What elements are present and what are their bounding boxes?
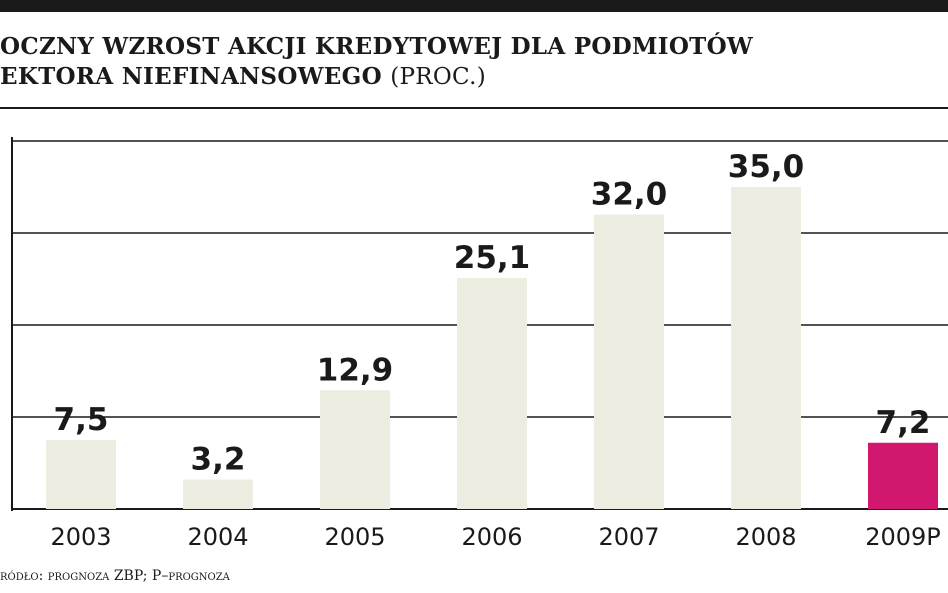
data-label-2007: 32,0 (591, 177, 668, 213)
data-label-2009P: 7,2 (876, 405, 931, 441)
data-label-2005: 12,9 (317, 352, 394, 388)
bar-2006 (457, 278, 527, 509)
data-label-2006: 25,1 (454, 240, 531, 276)
x-tick-layer: 2003 2004 2005 2006 2007 2008 2009P (50, 523, 940, 551)
title-rule (0, 107, 948, 109)
bar-2003 (46, 440, 116, 509)
data-label-2004: 3,2 (191, 442, 246, 478)
source-note: ródło: prognoza ZBP; P–prognoza (0, 568, 230, 584)
data-label-2008: 35,0 (728, 149, 805, 185)
x-tick-label-2008: 2008 (735, 523, 796, 551)
chart-title: OCZNY WZROST AKCJI KREDYTOWEJ DLA PODMIO… (0, 32, 948, 92)
chart-title-unit: (PROC.) (390, 64, 487, 90)
data-label-2003: 7,5 (54, 402, 109, 438)
x-tick-label-2009P: 2009P (865, 523, 941, 551)
x-tick-label-2003: 2003 (50, 523, 111, 551)
x-tick-label-2006: 2006 (461, 523, 522, 551)
bar-2009P (868, 442, 938, 509)
top-bar (0, 0, 948, 12)
bar-2007 (594, 214, 664, 509)
bar-2005 (320, 390, 390, 509)
chart-title-line1: OCZNY WZROST AKCJI KREDYTOWEJ DLA PODMIO… (0, 33, 754, 60)
value-label-layer: 7,5 3,2 12,9 25,1 32,0 35,0 7,2 (54, 149, 931, 478)
chart-title-line2-text: EKTORA NIEFINANSOWEGO (0, 63, 382, 90)
bar-2004 (183, 479, 253, 509)
bar-layer (46, 187, 938, 509)
x-tick-label-2007: 2007 (598, 523, 659, 551)
x-tick-label-2005: 2005 (324, 523, 385, 551)
chart-title-line2: EKTORA NIEFINANSOWEGO (PROC.) (0, 62, 948, 92)
x-tick-label-2004: 2004 (187, 523, 248, 551)
bar-2008 (731, 187, 801, 509)
